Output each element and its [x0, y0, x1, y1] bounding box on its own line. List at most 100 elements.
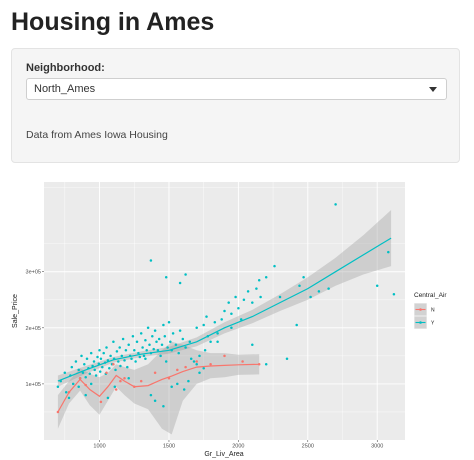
- data-point-Y: [278, 295, 282, 299]
- data-point-Y: [117, 360, 120, 363]
- legend-label-Y: Y: [431, 321, 435, 327]
- data-point-N: [105, 371, 108, 374]
- data-point-Y: [84, 375, 87, 379]
- data-point-Y: [130, 357, 133, 360]
- axes: 1000 1500 2000 2500 3000 1e+05 2e+05 3e+05: [26, 270, 384, 450]
- data-point-Y: [64, 391, 68, 394]
- data-point-Y: [113, 385, 117, 388]
- data-point-N: [139, 379, 143, 383]
- neighborhood-select[interactable]: North_Ames: [26, 78, 447, 100]
- data-point-Y: [170, 385, 173, 388]
- x-tick-label: 1500: [163, 444, 175, 450]
- x-tick-label: 1000: [93, 444, 105, 450]
- chevron-down-icon[interactable]: [429, 87, 437, 92]
- data-point-Y: [77, 385, 80, 388]
- data-point-Y: [246, 290, 250, 293]
- data-point-Y: [106, 396, 110, 400]
- data-point-Y: [89, 382, 93, 386]
- data-point-Y: [181, 337, 185, 341]
- smooth-line-Y: [57, 237, 392, 382]
- data-point-Y: [164, 360, 168, 363]
- data-point-Y: [118, 346, 121, 349]
- data-point-Y: [392, 292, 396, 296]
- data-point-Y: [184, 346, 187, 349]
- data-point-Y: [178, 329, 182, 332]
- data-point-Y: [141, 346, 144, 349]
- x-tick-label: 2500: [302, 444, 314, 450]
- data-point-Y: [115, 350, 119, 353]
- data-point-Y: [184, 273, 187, 276]
- data-point-Y: [220, 318, 223, 321]
- data-point-Y: [230, 326, 233, 330]
- legend-key-point-N: [419, 308, 422, 311]
- data-point-Y: [127, 377, 130, 380]
- data-point-Y: [119, 364, 122, 368]
- data-point-Y: [94, 374, 98, 377]
- data-point-Y: [163, 334, 167, 338]
- data-point-Y: [142, 354, 146, 358]
- data-point-Y: [98, 370, 102, 373]
- data-point-Y: [120, 354, 124, 358]
- data-point-Y: [84, 393, 87, 397]
- data-point-Y: [176, 382, 179, 386]
- data-point-Y: [56, 385, 60, 388]
- data-point-Y: [109, 354, 112, 358]
- data-point-Y: [178, 281, 182, 285]
- neighborhood-select-value: North_Ames: [34, 83, 96, 95]
- y-tick-label: 3e+05: [26, 270, 41, 276]
- data-point-N: [223, 354, 226, 358]
- x-tick-label: 3000: [371, 444, 383, 450]
- data-point-Y: [160, 343, 164, 346]
- data-point-Y: [198, 371, 201, 374]
- data-point-Y: [159, 354, 162, 358]
- data-point-Y: [198, 354, 201, 358]
- data-point-Y: [88, 372, 92, 376]
- ribbon-N: [57, 341, 260, 435]
- page-title: Housing in Ames: [11, 8, 215, 36]
- data-point-Y: [209, 340, 212, 344]
- data-point-Y: [182, 388, 186, 391]
- data-point-Y: [151, 334, 154, 338]
- data-point-Y: [169, 340, 172, 344]
- sidebar-panel: Neighborhood: North_Ames Data from Ames …: [11, 48, 460, 163]
- data-point-Y: [70, 365, 74, 369]
- data-point-N: [176, 368, 179, 372]
- data-point-Y: [237, 306, 240, 310]
- neighborhood-label: Neighborhood:: [26, 62, 105, 74]
- data-point-Y: [131, 334, 135, 338]
- data-point-N: [209, 363, 212, 366]
- data-points: [56, 203, 396, 414]
- data-point-N: [78, 377, 82, 380]
- data-point-N: [114, 388, 118, 391]
- data-point-Y: [273, 264, 276, 268]
- data-point-Y: [259, 295, 262, 299]
- data-point-Y: [67, 396, 71, 400]
- data-point-Y: [157, 337, 161, 341]
- data-source-note: Data from Ames Iowa Housing: [26, 129, 168, 141]
- data-point-Y: [134, 360, 137, 363]
- data-point-Y: [101, 365, 104, 369]
- data-point-Y: [93, 368, 96, 372]
- legend-key-point-Y: [419, 321, 422, 324]
- data-point-Y: [295, 323, 298, 327]
- data-point-Y: [71, 382, 75, 386]
- data-point-Y: [89, 351, 93, 355]
- data-point-Y: [162, 405, 165, 408]
- data-point-Y: [149, 259, 153, 262]
- data-point-Y: [102, 351, 105, 355]
- x-axis-title: Gr_Liv_Area: [204, 451, 243, 458]
- data-point-Y: [298, 284, 301, 288]
- data-point-Y: [114, 368, 117, 372]
- data-point-Y: [213, 320, 217, 324]
- data-point-Y: [203, 349, 207, 352]
- data-point-Y: [144, 338, 147, 342]
- data-point-Y: [81, 371, 85, 374]
- data-point-Y: [162, 323, 165, 327]
- smooth-lines: [57, 237, 392, 413]
- x-tick-label: 2000: [232, 444, 244, 450]
- smooth-ribbons: [57, 210, 392, 435]
- data-point-Y: [108, 366, 111, 370]
- data-point-Y: [309, 295, 312, 299]
- data-point-Y: [63, 371, 67, 374]
- data-point-Y: [202, 366, 205, 370]
